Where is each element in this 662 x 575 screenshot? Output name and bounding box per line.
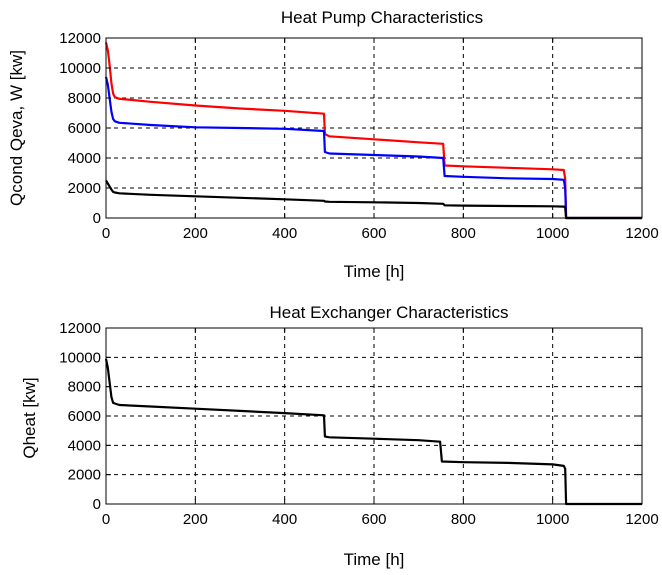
heat-pump-chart: Heat Pump Characteristics 0 200 400 600 800 1… (7, 8, 659, 281)
series-group (104, 358, 642, 506)
y-tick-label: 0 (93, 210, 101, 227)
x-tick-label: 800 (451, 225, 476, 242)
x-tick-label: 600 (361, 511, 386, 528)
x-axis-label: Time [h] (344, 262, 405, 281)
series-line (105, 179, 642, 220)
y-tick-label: 10000 (59, 349, 101, 366)
y-tick-label: 6000 (68, 120, 101, 137)
x-tick-label: 800 (451, 511, 476, 528)
ticks: 0 200 400 600 800 1000 12000200040006000800010… (59, 30, 658, 242)
chart-title: Heat Pump Characteristics (281, 8, 483, 27)
y-tick-label: 4000 (68, 437, 101, 454)
y-axis-label: Qheat [kw] (20, 377, 39, 458)
y-tick-label: 4000 (68, 150, 101, 167)
chart-title: Heat Exchanger Characteristics (269, 303, 508, 322)
x-tick-label: 600 (361, 225, 386, 242)
x-tick-label: 400 (272, 225, 297, 242)
series-line (104, 76, 642, 220)
y-tick-label: 2000 (68, 180, 101, 197)
x-tick-label: 200 (183, 511, 208, 528)
grid (106, 38, 642, 218)
grid (106, 328, 642, 504)
y-tick-label: 12000 (59, 320, 101, 337)
series-group (104, 42, 642, 220)
ticks: 0 200 400 600 800 1000 12000200040006000800010… (59, 320, 658, 528)
x-axis-label: Time [h] (344, 550, 405, 569)
x-tick-label: 200 (183, 225, 208, 242)
y-tick-label: 0 (93, 496, 101, 513)
x-tick-label: 0 (102, 511, 110, 528)
x-tick-label: 0 (102, 225, 110, 242)
y-tick-label: 8000 (68, 379, 101, 396)
x-tick-label: 1200 (625, 511, 658, 528)
x-tick-label: 1000 (536, 225, 569, 242)
y-tick-label: 12000 (59, 30, 101, 47)
x-tick-label: 400 (272, 511, 297, 528)
y-tick-label: 10000 (59, 60, 101, 77)
y-tick-label: 2000 (68, 467, 101, 484)
x-tick-label: 1000 (536, 511, 569, 528)
y-tick-label: 6000 (68, 408, 101, 425)
heat-exchanger-chart: Heat Exchanger Characteristics 0 200 400 60… (20, 303, 659, 569)
x-tick-label: 1200 (625, 225, 658, 242)
y-tick-label: 8000 (68, 90, 101, 107)
series-line (104, 358, 642, 506)
y-axis-label: Qcond Qeva, W [kw] (7, 50, 26, 206)
